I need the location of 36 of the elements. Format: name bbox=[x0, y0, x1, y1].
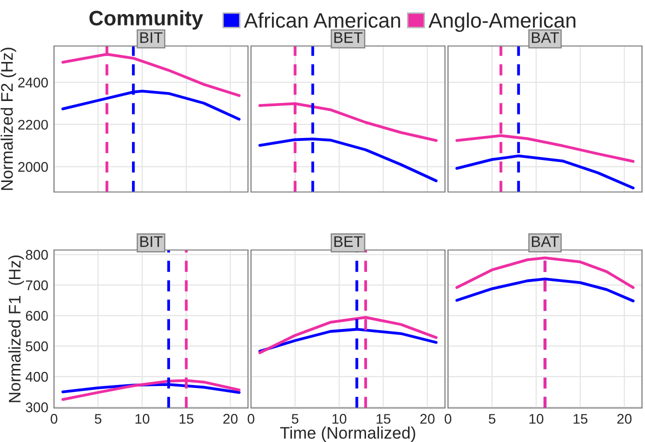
chart-title: BET bbox=[334, 32, 363, 43]
x-axis-title: Time (Normalized) bbox=[280, 426, 416, 442]
x-tick-label: 5 bbox=[292, 414, 298, 424]
x-tick-label: 5 bbox=[488, 414, 496, 424]
x-tick-label: 10 bbox=[136, 414, 150, 424]
y-tick-label: 2200 bbox=[18, 120, 48, 130]
x-tick-label: 20 bbox=[617, 414, 632, 424]
y-axis-title: Normalized F2 (Hz) bbox=[0, 48, 16, 190]
x-tick-label: 0 bbox=[248, 414, 254, 424]
y-tick-label: 2400 bbox=[18, 78, 48, 88]
y-tick-label: 400 bbox=[26, 372, 48, 382]
legend-label: Anglo-American bbox=[428, 12, 576, 32]
y-tick-label: 700 bbox=[26, 280, 48, 290]
legend-title: Community bbox=[89, 10, 204, 30]
x-tick-label: 20 bbox=[420, 414, 435, 424]
y-tick-label: 2000 bbox=[18, 162, 48, 172]
chart-title: BIT bbox=[140, 32, 163, 43]
legend-label: African American bbox=[244, 12, 400, 28]
x-tick-label: 15 bbox=[574, 414, 588, 424]
chart-title: BIT bbox=[140, 236, 163, 247]
y-tick-label: 300 bbox=[26, 402, 48, 412]
chart-title: BAT bbox=[532, 236, 559, 247]
y-tick-label: 800 bbox=[26, 250, 48, 260]
x-tick-label: 0 bbox=[444, 414, 452, 424]
y-axis-title: Normalized F1 (Hz) bbox=[8, 255, 24, 402]
y-tick-label: 500 bbox=[26, 341, 48, 352]
x-tick-label: 15 bbox=[376, 414, 390, 424]
chart-title: BAT bbox=[532, 32, 559, 43]
x-tick-label: 15 bbox=[180, 414, 194, 424]
x-tick-label: 5 bbox=[94, 414, 102, 424]
y-tick-label: 600 bbox=[26, 310, 48, 321]
x-tick-label: 0 bbox=[50, 414, 58, 424]
x-tick-label: 10 bbox=[332, 414, 346, 424]
chart-title: BET bbox=[334, 236, 363, 247]
x-tick-label: 20 bbox=[223, 414, 238, 424]
x-tick-label: 10 bbox=[530, 414, 544, 424]
